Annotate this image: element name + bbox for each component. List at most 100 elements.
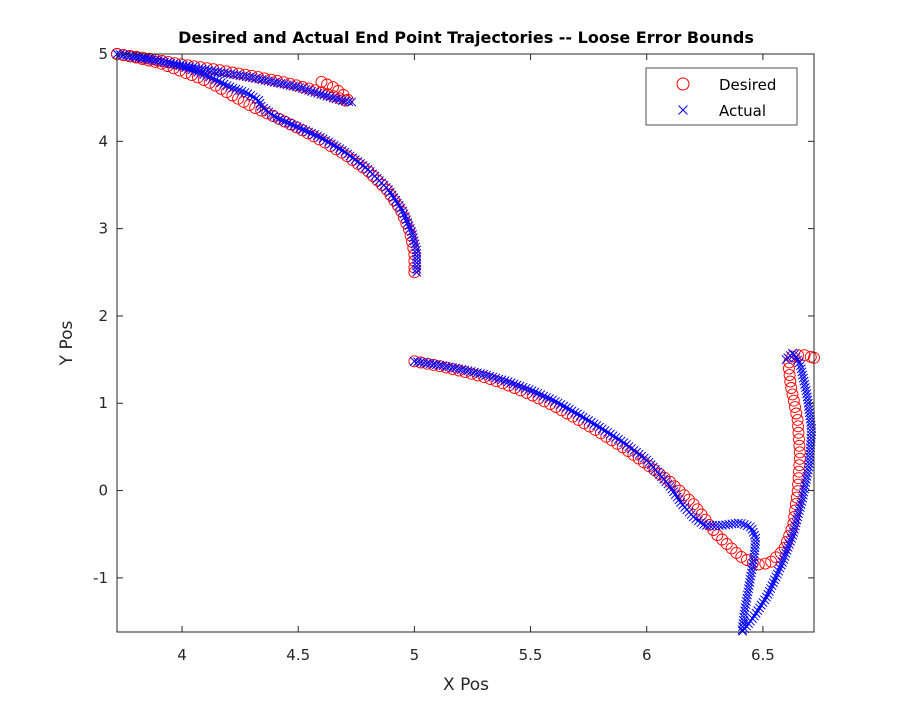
actual-point bbox=[472, 368, 482, 378]
actual-point bbox=[559, 401, 569, 411]
legend-marker-actual bbox=[678, 105, 688, 115]
actual-point bbox=[237, 86, 247, 96]
actual-point bbox=[564, 404, 574, 414]
actual-point bbox=[404, 221, 414, 231]
actual-point bbox=[784, 539, 794, 549]
desired-point bbox=[793, 459, 806, 472]
actual-point bbox=[788, 530, 798, 540]
desired-point bbox=[243, 99, 256, 112]
actual-point bbox=[749, 611, 759, 621]
actual-point bbox=[774, 566, 784, 576]
actual-point bbox=[766, 583, 776, 594]
actual-point bbox=[322, 91, 332, 101]
actual-point bbox=[798, 373, 808, 383]
actual-point bbox=[391, 195, 401, 205]
actual-point bbox=[527, 386, 537, 396]
actual-point bbox=[782, 545, 792, 555]
actual-point bbox=[286, 119, 296, 129]
x-tick-label: 5 bbox=[410, 646, 420, 664]
actual-point bbox=[600, 426, 610, 436]
actual-point bbox=[751, 608, 761, 618]
y-tick-label: 5 bbox=[98, 45, 108, 63]
actual-point bbox=[234, 85, 244, 95]
actual-point bbox=[521, 383, 531, 393]
desired-point bbox=[793, 446, 806, 459]
actual-point bbox=[310, 87, 320, 97]
actual-point bbox=[412, 255, 422, 265]
actual-point bbox=[536, 390, 546, 400]
actual-point bbox=[791, 518, 801, 528]
actual-point bbox=[412, 258, 422, 268]
actual-point bbox=[747, 524, 757, 534]
desired-point bbox=[471, 369, 484, 382]
actual-point bbox=[497, 375, 507, 385]
actual-point bbox=[795, 502, 805, 513]
actual-point bbox=[324, 137, 334, 147]
desired-point bbox=[249, 102, 262, 114]
actual-point bbox=[761, 592, 771, 602]
actual-point bbox=[575, 411, 585, 421]
desired-point bbox=[792, 420, 805, 433]
actual-point bbox=[412, 248, 422, 258]
legend-box bbox=[645, 67, 798, 126]
actual-point bbox=[779, 554, 789, 564]
actual-point bbox=[283, 118, 293, 128]
y-tick-label: 3 bbox=[98, 220, 108, 238]
actual-point bbox=[771, 572, 781, 582]
actual-point bbox=[665, 481, 675, 491]
actual-point bbox=[329, 140, 339, 150]
actual-point bbox=[793, 509, 804, 519]
actual-point bbox=[669, 487, 679, 497]
actual-point bbox=[491, 373, 501, 383]
desired-point bbox=[790, 407, 803, 420]
actual-point bbox=[515, 381, 525, 391]
actual-point bbox=[802, 389, 812, 399]
actual-point bbox=[208, 73, 218, 84]
actual-point bbox=[457, 364, 467, 374]
actual-point bbox=[306, 128, 317, 138]
actual-point bbox=[400, 212, 410, 222]
actual-point bbox=[403, 218, 413, 228]
actual-point bbox=[412, 267, 422, 277]
desired-point bbox=[362, 165, 375, 178]
actual-point bbox=[392, 198, 402, 208]
actual-point bbox=[747, 614, 758, 624]
actual-point bbox=[228, 83, 238, 93]
actual-point bbox=[405, 224, 415, 234]
actual-point bbox=[394, 201, 404, 211]
actual-point bbox=[240, 87, 250, 98]
actual-point bbox=[763, 589, 773, 599]
actual-point bbox=[412, 264, 422, 274]
actual-point bbox=[613, 434, 623, 444]
actual-point bbox=[337, 145, 347, 155]
legend: Desired Actual bbox=[645, 67, 798, 126]
desired-point bbox=[792, 472, 805, 485]
actual-point bbox=[316, 89, 326, 99]
actual-point bbox=[605, 429, 615, 439]
actual-point bbox=[312, 131, 322, 141]
actual-point bbox=[315, 132, 325, 142]
desired-point bbox=[787, 394, 800, 407]
desired-point bbox=[239, 68, 252, 81]
actual-point bbox=[269, 111, 279, 121]
actual-point bbox=[518, 382, 528, 392]
actual-point bbox=[616, 436, 626, 446]
desired-point bbox=[720, 538, 733, 550]
actual-point bbox=[298, 124, 308, 134]
actual-point bbox=[398, 206, 408, 216]
actual-point bbox=[280, 116, 290, 127]
actual-point bbox=[389, 193, 399, 203]
actual-point bbox=[799, 376, 809, 386]
actual-point bbox=[539, 391, 549, 401]
desired-point bbox=[798, 349, 811, 362]
actual-point bbox=[288, 81, 298, 91]
actual-point bbox=[319, 90, 329, 100]
actual-point bbox=[328, 93, 338, 103]
actual-point bbox=[530, 387, 540, 397]
actual-point bbox=[756, 600, 766, 610]
desired-point bbox=[315, 75, 328, 88]
actual-point bbox=[570, 407, 580, 418]
actual-point bbox=[753, 606, 763, 616]
actual-point bbox=[385, 187, 395, 197]
actual-point bbox=[289, 120, 299, 131]
